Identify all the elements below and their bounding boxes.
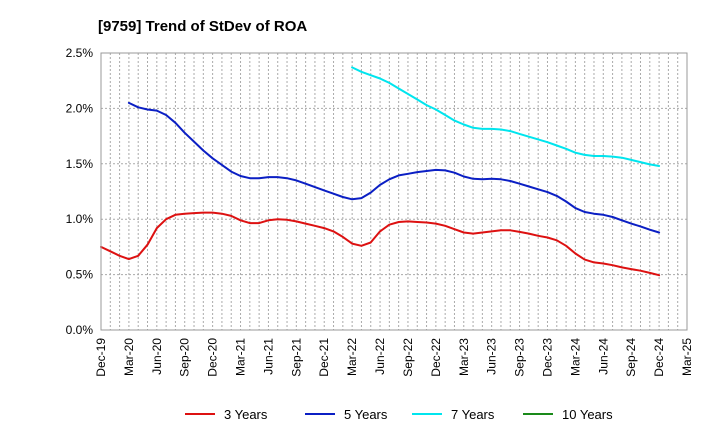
y-tick-label: 0.5%	[66, 268, 94, 282]
x-tick-label: Sep-22	[401, 338, 415, 377]
plot-area	[100, 52, 688, 331]
series-line-5-years	[127, 101, 661, 234]
legend-label: 5 Years	[344, 407, 388, 422]
x-tick-label: Dec-19	[94, 338, 108, 377]
x-tick-label: Jun-22	[373, 338, 387, 375]
x-tick-label: Dec-24	[652, 338, 666, 377]
x-tick-label: Mar-24	[568, 338, 582, 376]
y-tick-label: 0.0%	[66, 323, 94, 337]
x-tick-label: Jun-20	[150, 338, 164, 375]
x-axis: Dec-19 Mar-20 Jun-20 Sep-20 Dec-20 Mar-21 Jun-…	[94, 338, 694, 377]
y-tick-label: 1.5%	[66, 157, 94, 171]
series-line-7-years	[351, 66, 661, 167]
x-tick-label: Dec-20	[206, 338, 220, 377]
x-tick-label: Mar-23	[457, 338, 471, 376]
x-tick-label: Mar-21	[234, 338, 248, 376]
x-tick-label: Sep-20	[178, 338, 192, 377]
x-tick-label: Mar-20	[122, 338, 136, 376]
legend-label: 3 Years	[224, 407, 268, 422]
x-tick-label: Dec-22	[429, 338, 443, 377]
x-tick-label: Sep-23	[513, 338, 527, 377]
legend: 3 Years 5 Years 7 Years 10 Years	[185, 407, 613, 422]
x-tick-label: Dec-23	[540, 338, 554, 377]
x-tick-label: Mar-22	[345, 338, 359, 376]
series-lines	[100, 66, 661, 277]
y-axis: 0.0% 0.5% 1.0% 1.5% 2.0% 2.5%	[66, 46, 94, 337]
series-line-3-years	[100, 211, 661, 277]
grid-lines	[101, 53, 687, 330]
chart-title: [9759] Trend of StDev of ROA	[98, 18, 307, 35]
legend-label: 7 Years	[451, 407, 495, 422]
x-tick-label: Jun-24	[596, 338, 610, 375]
x-tick-label: Sep-24	[624, 338, 638, 377]
x-tick-label: Jun-21	[261, 338, 275, 375]
y-tick-label: 1.0%	[66, 212, 94, 226]
x-tick-label: Jun-23	[485, 338, 499, 375]
x-tick-label: Mar-25	[680, 338, 694, 376]
y-tick-label: 2.5%	[66, 46, 94, 60]
y-tick-label: 2.0%	[66, 101, 94, 115]
x-tick-label: Dec-21	[317, 338, 331, 377]
legend-label: 10 Years	[562, 407, 613, 422]
x-tick-label: Sep-21	[289, 338, 303, 377]
